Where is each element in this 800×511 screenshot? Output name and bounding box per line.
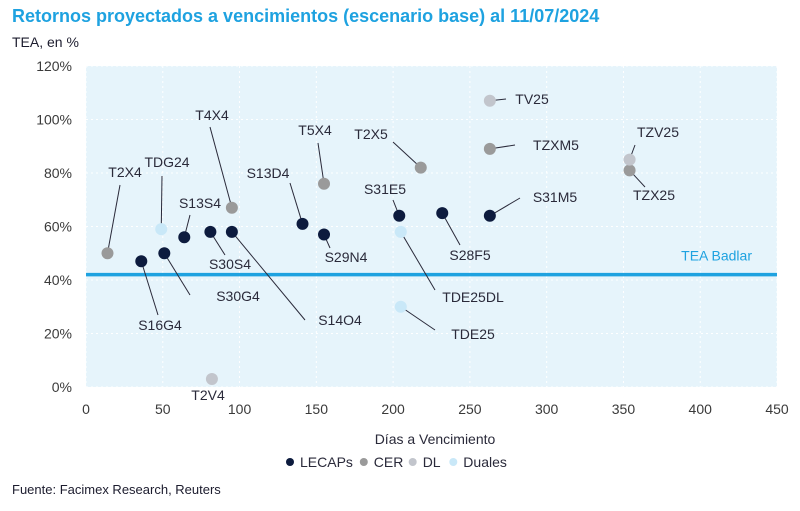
data-point-dl[interactable] (205, 372, 218, 385)
legend-label: LECAPs (300, 454, 353, 470)
x-tick-label: 350 (612, 401, 636, 417)
data-point-cer[interactable] (225, 201, 238, 214)
leader-line (160, 175, 163, 230)
chart-subtitle: TEA, en % (12, 34, 79, 50)
label-leaders (107, 98, 646, 331)
leader-line (107, 184, 121, 254)
leader-line (392, 141, 422, 169)
point-label: S14O4 (318, 312, 362, 328)
data-point-dl[interactable] (623, 153, 636, 166)
y-tick-label: 60% (44, 219, 72, 235)
legend-marker-dl (408, 458, 417, 466)
data-point-lecaps[interactable] (483, 209, 496, 222)
y-tick-label: 20% (44, 326, 72, 342)
point-label: TV25 (515, 91, 549, 107)
data-point-lecaps[interactable] (296, 217, 309, 230)
point-label: S29N4 (325, 249, 368, 265)
point-label: TDG24 (144, 154, 189, 170)
point-labels: S16G4 S30G4 S13S4 S30S4 S14O4 S13D4 S29N4 S31E5… (108, 91, 679, 403)
point-label: TDE25 (451, 326, 495, 342)
point-label: TDE25DL (442, 289, 504, 305)
leader-line (163, 252, 191, 296)
source-note: Fuente: Facimex Research, Reuters (12, 482, 221, 497)
data-point-lecaps[interactable] (436, 207, 449, 220)
x-tick-label: 400 (689, 401, 713, 417)
legend-marker-lecaps (286, 458, 294, 466)
point-label: TZXM5 (533, 137, 579, 153)
leader-line (400, 306, 436, 331)
point-label: TZX25 (633, 187, 675, 203)
data-point-duales[interactable] (394, 300, 407, 313)
data-points (101, 94, 636, 385)
legend-marker-duales (449, 458, 458, 466)
leader-line (317, 142, 325, 184)
leader-line (441, 212, 461, 246)
y-tick-label: 40% (44, 272, 72, 288)
x-tick-label: 0 (82, 401, 90, 417)
legend-marker-cer (359, 458, 368, 466)
point-label: T2X4 (108, 164, 142, 180)
point-label: T2V4 (191, 387, 225, 403)
data-point-lecaps[interactable] (178, 231, 191, 244)
legend: LECAPs CER DL Duales (286, 454, 507, 470)
data-point-duales[interactable] (155, 223, 168, 236)
data-point-lecaps[interactable] (204, 225, 217, 238)
legend-label: CER (374, 454, 404, 470)
gridlines (85, 65, 778, 388)
leader-line (209, 126, 233, 208)
point-label: S13S4 (179, 195, 221, 211)
x-tick-label: 150 (305, 401, 329, 417)
chart-title: Retornos proyectados a vencimientos (esc… (12, 6, 600, 26)
data-point-lecaps[interactable] (318, 228, 331, 241)
x-tick-label: 100 (228, 401, 252, 417)
reference-line-group: TEA Badlar (86, 248, 777, 277)
data-point-lecaps[interactable] (135, 255, 148, 268)
point-label: S13D4 (247, 165, 290, 181)
x-tick-label: 250 (458, 401, 482, 417)
y-axis-ticks: 0% 20% 40% 60% 80% 100% 120% (36, 58, 72, 395)
point-label: S31E5 (364, 181, 406, 197)
point-label: T2X5 (354, 126, 388, 142)
x-tick-label: 450 (765, 401, 789, 417)
point-label: T4X4 (195, 107, 229, 123)
data-point-cer[interactable] (101, 247, 114, 260)
data-point-lecaps[interactable] (158, 247, 171, 260)
point-label: S30G4 (216, 288, 260, 304)
y-tick-label: 100% (36, 112, 72, 128)
data-point-lecaps[interactable] (225, 225, 238, 238)
point-label: S16G4 (138, 317, 182, 333)
data-point-dl[interactable] (483, 94, 496, 107)
point-label: T5X4 (298, 122, 332, 138)
data-point-cer[interactable] (414, 161, 427, 174)
leader-line (140, 261, 159, 316)
legend-label: Duales (463, 454, 507, 470)
legend-label: DL (423, 454, 441, 470)
point-label: S30S4 (209, 256, 251, 272)
point-label: S28F5 (449, 247, 490, 263)
y-tick-label: 80% (44, 165, 72, 181)
x-tick-label: 50 (155, 401, 171, 417)
leader-line (400, 231, 436, 291)
x-axis-title: Días a Vencimiento (375, 431, 496, 447)
data-point-cer[interactable] (623, 164, 636, 177)
leader-line (289, 182, 303, 224)
leader-line (231, 231, 306, 321)
y-tick-label: 0% (52, 379, 72, 395)
x-tick-label: 300 (535, 401, 559, 417)
data-point-cer[interactable] (483, 142, 496, 155)
point-label: TZV25 (637, 124, 679, 140)
data-point-cer[interactable] (318, 177, 331, 190)
point-label: S31M5 (533, 189, 578, 205)
x-tick-label: 200 (381, 401, 405, 417)
data-point-lecaps[interactable] (393, 209, 406, 222)
tea-badlar-label: TEA Badlar (681, 248, 752, 264)
data-point-duales[interactable] (394, 225, 407, 238)
y-tick-label: 120% (36, 58, 72, 74)
x-axis-ticks: 0 50 100 150 200 250 300 350 400 450 (82, 401, 789, 417)
